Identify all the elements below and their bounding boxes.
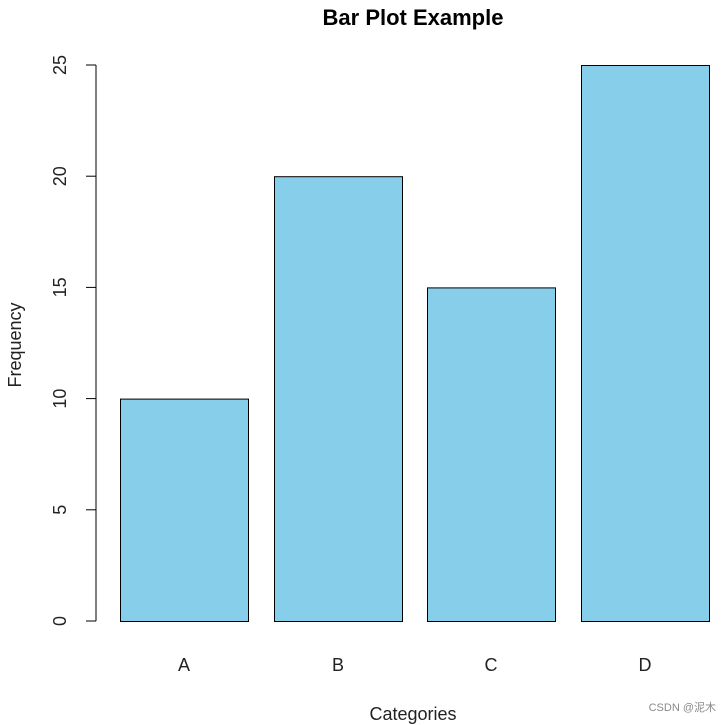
bar-b bbox=[274, 176, 403, 622]
bar-a bbox=[120, 398, 249, 622]
y-tick-label: 0 bbox=[50, 616, 70, 626]
x-axis: A B C D bbox=[178, 655, 652, 675]
watermark: CSDN @泥木 bbox=[648, 702, 716, 714]
y-tick-label: 10 bbox=[50, 389, 70, 409]
x-tick-label: B bbox=[332, 655, 344, 675]
y-tick-label: 15 bbox=[50, 277, 70, 297]
y-axis: 0 5 10 15 20 25 bbox=[50, 55, 97, 626]
y-tick-label: 20 bbox=[50, 166, 70, 186]
bar-d bbox=[581, 65, 710, 622]
x-tick-label: D bbox=[639, 655, 652, 675]
y-tick-label: 25 bbox=[50, 55, 70, 75]
y-axis-label: Frequency bbox=[5, 302, 25, 387]
x-axis-label: Categories bbox=[369, 704, 456, 724]
bars-group bbox=[120, 65, 710, 622]
chart-title: Bar Plot Example bbox=[323, 5, 504, 30]
x-tick-label: C bbox=[485, 655, 498, 675]
x-tick-label: A bbox=[178, 655, 190, 675]
bar-c bbox=[427, 287, 556, 622]
y-tick-label: 5 bbox=[50, 505, 70, 515]
